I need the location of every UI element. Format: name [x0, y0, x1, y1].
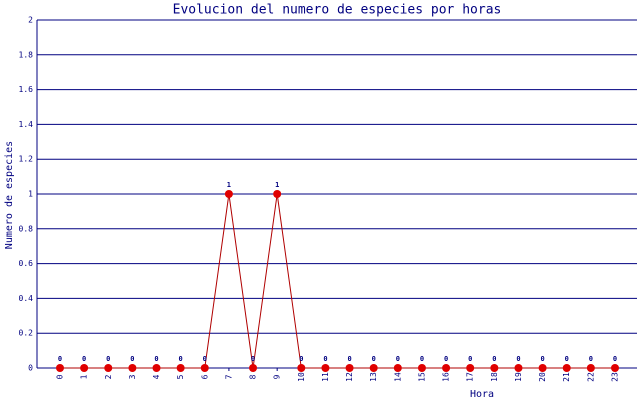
point: [273, 190, 282, 198]
data-label: 0: [347, 355, 351, 363]
point: [611, 364, 619, 372]
point: [297, 364, 306, 372]
point: [442, 364, 451, 372]
point: [224, 190, 233, 198]
data-label: 0: [372, 355, 376, 363]
point: [152, 364, 161, 372]
data-label: 0: [299, 355, 303, 363]
data-label: 0: [613, 355, 617, 363]
data-label: 0: [420, 355, 424, 363]
y-tick-label: 1.6: [19, 85, 34, 94]
x-tick-label: 12: [345, 372, 354, 382]
data-label: 1: [275, 181, 279, 189]
y-axis-label: Numero de especies: [4, 141, 15, 249]
point: [393, 364, 402, 372]
point: [514, 364, 523, 372]
point: [321, 364, 330, 372]
x-tick-label: 7: [224, 374, 233, 379]
x-tick-label: 15: [417, 372, 426, 382]
point: [369, 364, 378, 372]
data-label: 0: [130, 355, 134, 363]
x-tick-label: 10: [297, 372, 306, 382]
data-label: 0: [251, 355, 255, 363]
point: [104, 364, 113, 372]
x-tick-label: 6: [200, 374, 209, 379]
point: [176, 364, 185, 372]
point: [80, 364, 89, 372]
chart-title: Evolucion del numero de especies por hor…: [173, 3, 502, 18]
point: [538, 364, 547, 372]
y-tick-label: 1: [28, 190, 33, 199]
y-tick-label: 0.8: [19, 224, 34, 233]
point: [128, 364, 137, 372]
x-tick-label: 1: [80, 374, 89, 379]
point: [466, 364, 475, 372]
y-tick-label: 1.2: [19, 155, 34, 164]
data-label: 0: [396, 355, 400, 363]
x-tick-label: 3: [128, 374, 137, 379]
data-label: 0: [106, 355, 110, 363]
data-label: 0: [492, 355, 496, 363]
x-tick-label: 5: [176, 374, 185, 379]
data-label: 0: [203, 355, 207, 363]
x-tick-label: 16: [442, 372, 451, 382]
x-tick-label: 9: [273, 374, 282, 379]
data-label: 0: [179, 355, 183, 363]
series-line: [60, 193, 615, 369]
point: [586, 364, 595, 372]
data-label: 0: [540, 355, 544, 363]
data-label: 1: [227, 181, 231, 189]
x-tick-label: 18: [490, 372, 499, 382]
data-label: 0: [323, 355, 327, 363]
data-label: 0: [58, 355, 62, 363]
x-tick-label: 21: [562, 372, 571, 382]
data-label: 0: [468, 355, 472, 363]
data-label: 0: [589, 355, 593, 363]
x-tick-label: 17: [466, 372, 475, 382]
y-tick-label: 2: [28, 16, 33, 25]
x-axis-label: Hora: [470, 389, 494, 400]
y-tick-label: 0.4: [19, 294, 34, 303]
data-label: 0: [565, 355, 569, 363]
x-tick-label: 8: [249, 374, 258, 379]
point: [56, 364, 64, 372]
x-tick-label: 19: [514, 372, 523, 382]
x-tick-label: 2: [104, 374, 113, 379]
data-label: 0: [82, 355, 86, 363]
x-tick-label: 11: [321, 372, 330, 382]
point: [345, 364, 354, 372]
x-tick-label: 23: [611, 372, 620, 382]
y-tick-label: 1.8: [19, 50, 34, 59]
x-tick-label: 14: [393, 372, 402, 382]
point: [417, 364, 426, 372]
data-label: 0: [444, 355, 448, 363]
x-tick-label: 13: [369, 372, 378, 382]
y-tick-label: 1.4: [19, 120, 34, 129]
data-label: 0: [516, 355, 520, 363]
y-tick-label: 0.6: [19, 259, 34, 268]
point: [200, 364, 209, 372]
point: [562, 364, 571, 372]
point: [490, 364, 499, 372]
x-tick-label: 22: [586, 372, 595, 382]
x-tick-label: 4: [152, 374, 161, 379]
x-tick-label: 0: [56, 374, 65, 379]
point: [249, 364, 258, 372]
y-tick-label: 0.2: [19, 329, 34, 338]
x-tick-label: 20: [538, 372, 547, 382]
y-tick-label: 0: [28, 364, 33, 373]
data-label: 0: [154, 355, 158, 363]
